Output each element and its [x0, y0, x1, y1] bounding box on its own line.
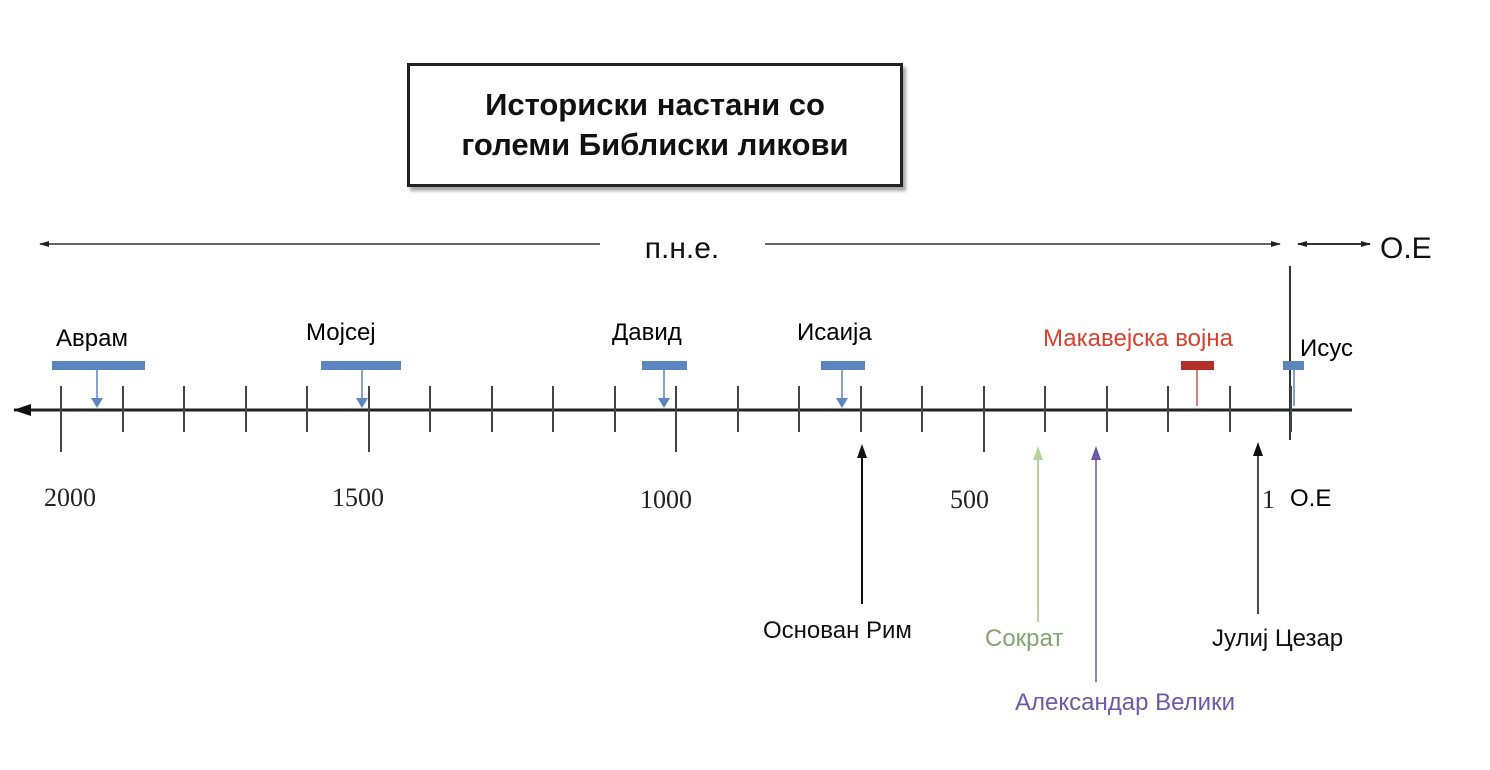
- figure-arrowhead-isaiah: [836, 398, 848, 408]
- figure-bar-isaiah: [821, 361, 865, 370]
- event-label-socrates: Сократ: [985, 625, 1063, 652]
- figure-maccabean-war: Макавејска војна: [1043, 325, 1234, 406]
- event-label-alexander: Александар Велики: [1015, 689, 1235, 716]
- event-julius-caesar: Јулиј Цезар: [1212, 442, 1343, 652]
- figure-bar-jesus: [1283, 361, 1304, 370]
- diagram-title: Историски настани со големи Библиски лик…: [461, 87, 849, 162]
- figure-bar-abraham: [52, 361, 145, 370]
- figure-bar-maccabean-war: [1181, 361, 1214, 370]
- figure-label-isaiah: Исаија: [797, 319, 872, 346]
- event-rome-founded: Основан Рим: [763, 444, 912, 644]
- figure-label-jesus: Исус: [1300, 335, 1353, 362]
- figure-arrowhead-moses: [356, 398, 368, 408]
- tick-label-500: 500: [950, 485, 989, 514]
- tick-label-1500: 1500: [332, 483, 384, 512]
- tick-label-1000: 1000: [640, 485, 692, 514]
- title-box: Историски настани со големи Библиски лик…: [407, 63, 903, 187]
- axis-ticks: [60, 386, 1292, 452]
- figure-david: Давид: [612, 319, 687, 408]
- event-socrates: Сократ: [985, 446, 1063, 652]
- tick-label-ad: О.Е: [1290, 485, 1331, 512]
- figure-label-abraham: Аврам: [56, 325, 128, 352]
- ad-era-label: О.Е: [1380, 232, 1432, 265]
- figure-moses: Мојсеј: [306, 319, 401, 408]
- figure-arrowhead-david: [658, 398, 670, 408]
- tick-label-2000: 2000: [44, 483, 96, 512]
- figure-label-moses: Мојсеј: [306, 319, 376, 346]
- event-arrowhead-alexander: [1091, 446, 1101, 460]
- figure-arrowhead-abraham: [91, 398, 103, 408]
- figure-jesus: Исус: [1283, 335, 1353, 406]
- tick-label-1: 1: [1262, 485, 1275, 514]
- event-arrowhead-socrates: [1033, 446, 1043, 460]
- bc-era-label: п.н.е.: [645, 232, 720, 265]
- event-alexander: Александар Велики: [1015, 446, 1235, 716]
- event-arrowhead-julius-caesar: [1253, 442, 1263, 456]
- figure-abraham: Аврам: [52, 325, 145, 408]
- figure-bar-david: [642, 361, 687, 370]
- figure-isaiah: Исаија: [797, 319, 872, 408]
- figure-label-maccabean-war: Макавејска војна: [1043, 325, 1234, 352]
- figure-bar-moses: [321, 361, 401, 370]
- event-arrowhead-rome-founded: [857, 444, 867, 458]
- event-label-rome-founded: Основан Рим: [763, 617, 912, 644]
- figure-label-david: Давид: [612, 319, 682, 346]
- event-label-julius-caesar: Јулиј Цезар: [1212, 625, 1343, 652]
